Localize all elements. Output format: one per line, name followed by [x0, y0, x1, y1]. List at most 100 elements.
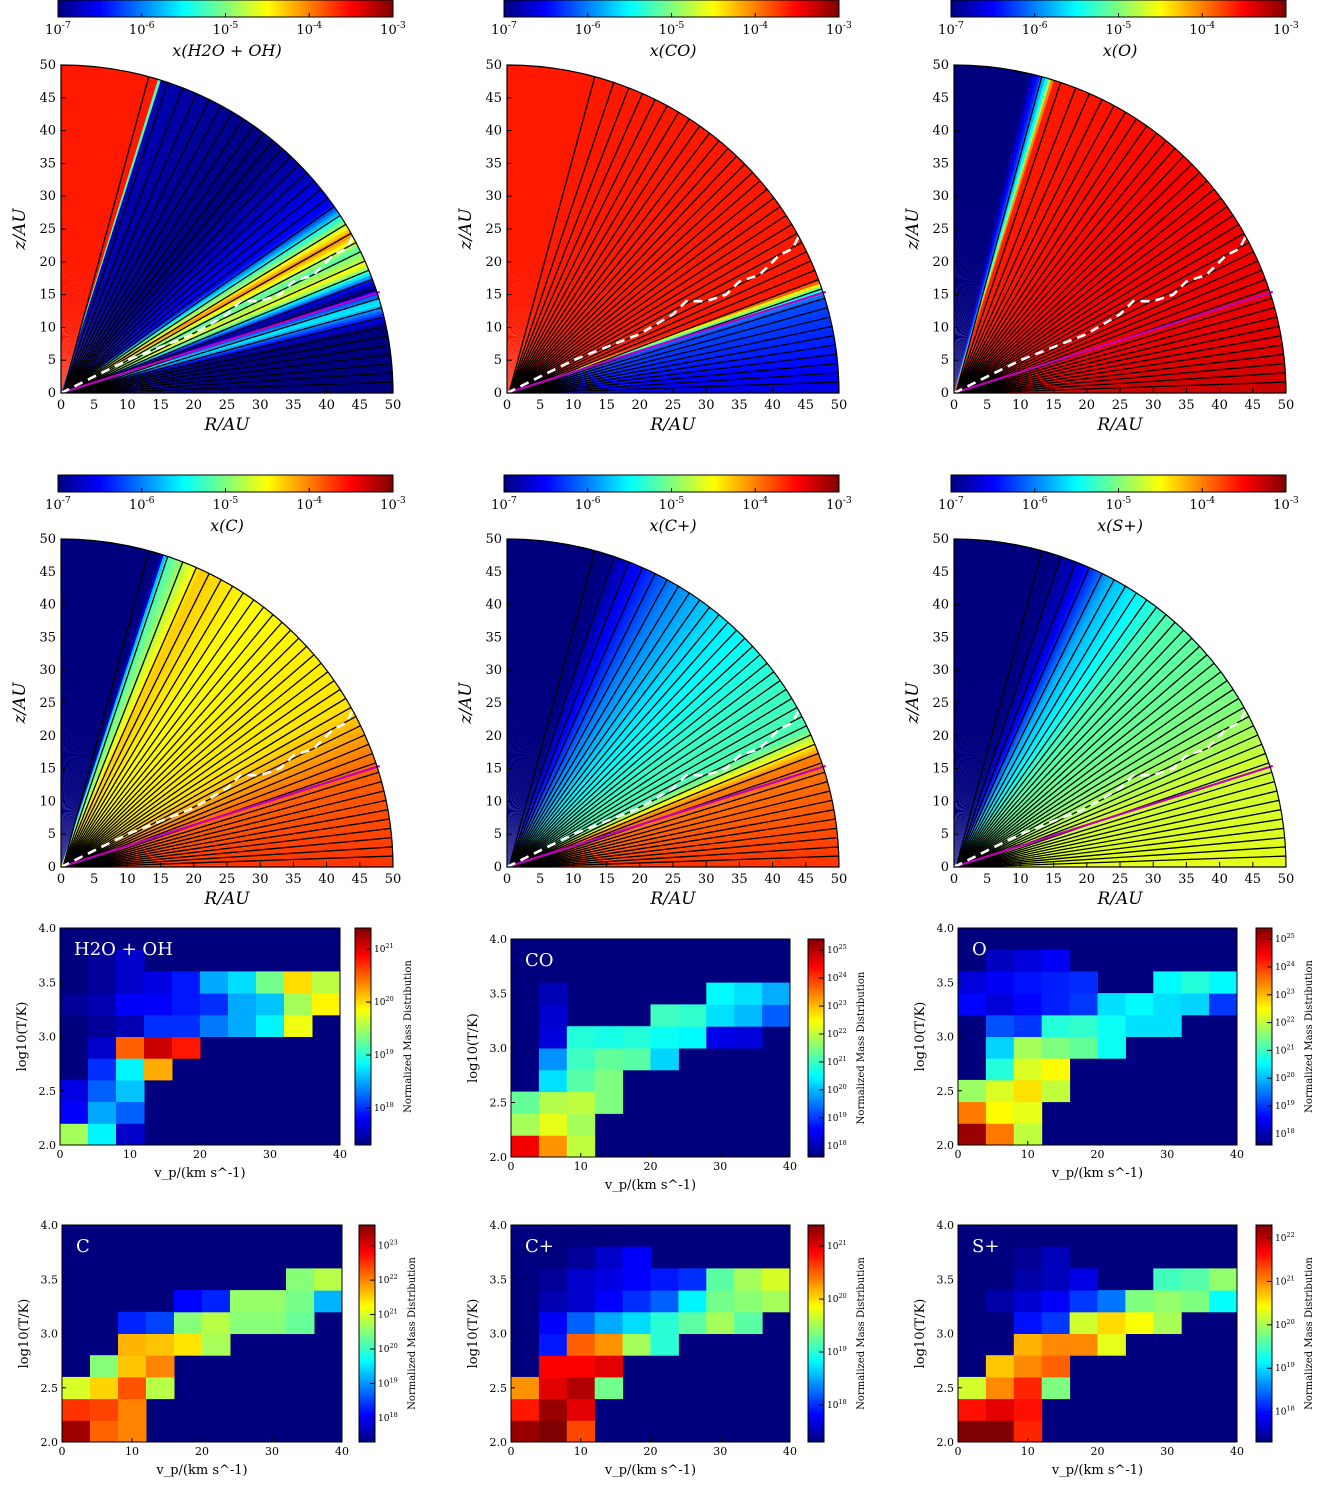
colorbar-tick-label: 10-3 [1273, 20, 1299, 38]
histogram-cell [566, 1026, 596, 1049]
histogram-panel-2: 0 10 20 30 402.02.53.03.54.0v_p/(km s^-1)log… [466, 933, 867, 1193]
sonic-surface-line [953, 708, 1248, 869]
x-axis-label: v_p/(km s^-1) [604, 1178, 696, 1193]
abundance-sector [507, 122, 799, 393]
y-tick-label: 20 [932, 729, 949, 744]
x-tick-label: 15 [152, 398, 169, 413]
x-tick-label: 10 [1012, 398, 1029, 413]
colorbar-tick-label: 1019 [1275, 1361, 1295, 1374]
abundance-sector [61, 539, 273, 867]
histogram-cell [1181, 1268, 1210, 1291]
abundance-sector [507, 65, 698, 393]
colorbar-tick-label: 10-3 [380, 495, 406, 513]
histogram-cell [566, 1268, 596, 1291]
colorbar-tick-label: 10-3 [1273, 495, 1299, 513]
abundance-sector [61, 606, 363, 867]
y-tick-label: 4.0 [937, 1219, 955, 1232]
y-tick-label: 35 [39, 630, 56, 645]
abundance-sector [507, 294, 839, 393]
colorbar-label: Normalized Mass Distribution [1304, 960, 1315, 1113]
colorbar-tick-label: 1022 [827, 1027, 847, 1040]
histogram-cell [116, 1036, 145, 1059]
y-tick-label: 2.5 [937, 1382, 955, 1395]
colorbar-tick-label: 10-6 [575, 495, 601, 513]
y-tick-label: 3.5 [937, 976, 955, 989]
x-tick-label: 5 [983, 872, 991, 887]
y-tick-label: 20 [932, 255, 949, 270]
abundance-sector [954, 65, 1151, 393]
histogram-cell [146, 1355, 175, 1378]
x-tick-label: 40 [764, 872, 781, 887]
y-axis-label: z/AU [10, 208, 30, 251]
abundance-sector [61, 70, 293, 393]
disk-surface-line [506, 290, 827, 395]
x-tick-label: 30 [1145, 872, 1162, 887]
abundance-sector [954, 713, 1286, 867]
x-tick-label: 10 [1012, 872, 1029, 887]
histogram-cell [118, 1420, 147, 1443]
abundance-sector [954, 187, 1286, 393]
y-tick-label: 5 [494, 827, 502, 842]
abundance-sector [61, 142, 372, 393]
colorbar-tick-label: 10-7 [938, 20, 964, 38]
histogram-cell [985, 1398, 1015, 1421]
x-axis-label: v_p/(km s^-1) [604, 1463, 696, 1478]
histogram-cell [1013, 1014, 1043, 1037]
histogram-cell [258, 1290, 287, 1313]
abundance-sector [507, 184, 839, 393]
abundance-sector [61, 153, 380, 393]
abundance-sector [507, 284, 839, 393]
histogram-cell [256, 971, 285, 994]
abundance-sector [61, 93, 323, 393]
abundance-sector [954, 91, 1214, 393]
abundance-sector [954, 646, 1286, 867]
x-tick-label: 15 [1045, 398, 1062, 413]
x-tick-label: 20 [193, 1148, 207, 1161]
histogram-cell [706, 1311, 735, 1334]
histogram-cell [538, 1311, 568, 1334]
y-tick-label: 2.0 [490, 1436, 508, 1449]
histogram-cell [1069, 1333, 1098, 1356]
abundance-sector [507, 261, 839, 393]
y-tick-label: 15 [932, 762, 949, 777]
abundance-sector [61, 65, 267, 393]
x-tick-label: 20 [632, 872, 649, 887]
histogram-cell [228, 971, 257, 994]
abundance-sector [507, 112, 790, 393]
abundance-field [954, 539, 1286, 867]
histogram-cell [650, 1311, 679, 1334]
y-tick-label: 30 [932, 189, 949, 204]
y-tick-label: 45 [39, 565, 56, 580]
histogram-cell [511, 1398, 540, 1421]
histogram-cell [62, 1398, 91, 1421]
x-tick-label: 30 [1160, 1445, 1174, 1458]
species-label: H2O + OH [74, 939, 173, 960]
x-tick-label: 10 [123, 1148, 137, 1161]
x-tick-label: 0 [503, 872, 511, 887]
abundance-sector [507, 539, 710, 867]
abundance-sector [507, 328, 839, 393]
histogram-cell [958, 1101, 987, 1124]
streamline [955, 65, 1077, 393]
colorbar-tick-label: 1020 [1275, 1318, 1295, 1331]
histogram-cell [286, 1268, 315, 1291]
y-tick-label: 4.0 [39, 922, 57, 935]
colorbar-tick-label: 1024 [827, 971, 847, 984]
colorbar-tick-label: 1024 [1275, 960, 1295, 973]
abundance-sector [507, 539, 731, 867]
y-tick-label: 5 [941, 827, 949, 842]
colorbar-tick-label: 10-6 [129, 495, 155, 513]
abundance-sector [61, 239, 393, 393]
x-axis-label: R/AU [649, 889, 696, 909]
histogram-cell [116, 949, 145, 972]
histogram-cell [230, 1311, 259, 1334]
x-tick-label: 35 [1178, 398, 1195, 413]
abundance-sector [61, 802, 393, 867]
x-tick-label: 15 [152, 872, 169, 887]
abundance-sector [61, 112, 344, 393]
histogram-cell [706, 1004, 735, 1027]
histogram-cell [594, 1376, 624, 1400]
abundance-sector [61, 82, 310, 393]
histogram-cell [734, 982, 763, 1005]
abundance-sector [61, 217, 393, 393]
